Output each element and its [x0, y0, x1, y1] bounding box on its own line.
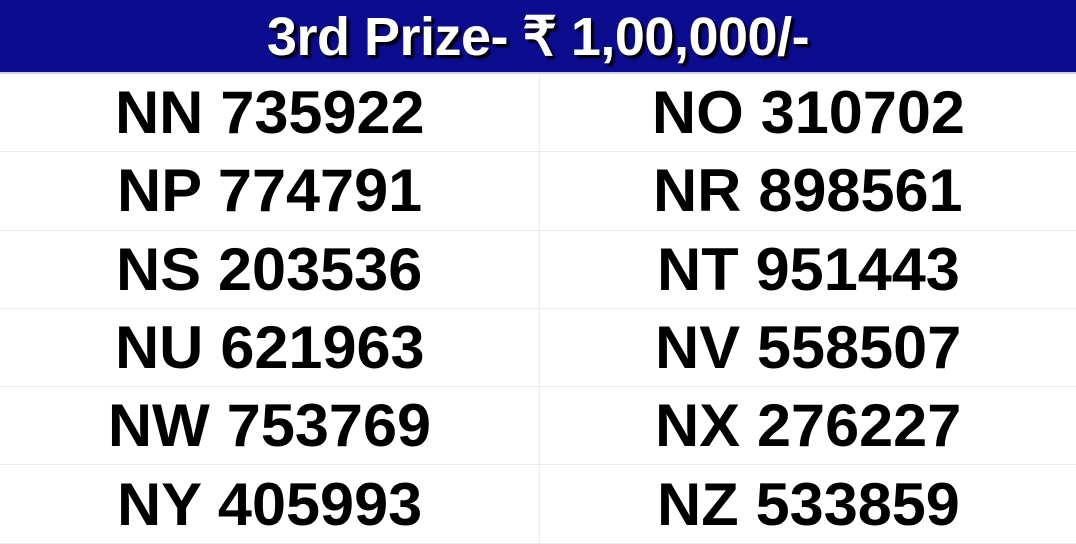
ticket-cell: NZ 533859	[540, 465, 1076, 544]
ticket-cell: NP 774791	[0, 152, 540, 231]
ticket-cell: NT 951443	[540, 231, 1076, 309]
ticket-number: NU 621963	[114, 314, 425, 382]
ticket-number: NP 774791	[116, 157, 423, 225]
ticket-grid: NN 735922 NO 310702 NP 774791 NR 898561 NS 2…	[0, 74, 1076, 544]
ticket-number: NS 203536	[116, 235, 423, 303]
ticket-cell: NO 310702	[540, 74, 1076, 153]
prize-title: 3rd Prize- ₹ 1,00,000/-	[266, 6, 810, 67]
ticket-number: NV 558507	[654, 314, 962, 382]
ticket-number: NR 898561	[653, 157, 963, 225]
ticket-number: NZ 533859	[656, 470, 960, 538]
ticket-cell: NS 203536	[0, 230, 540, 309]
ticket-cell: NW 753769	[0, 387, 540, 466]
ticket-number: NN 735922	[114, 79, 425, 147]
ticket-number: NW 753769	[107, 392, 432, 460]
ticket-cell: NY 405993	[0, 465, 540, 544]
ticket-number: NX 276227	[654, 392, 962, 460]
ticket-cell: NX 276227	[540, 387, 1076, 466]
ticket-number: NT 951443	[656, 235, 960, 303]
ticket-number: NO 310702	[651, 79, 965, 147]
ticket-cell: NR 898561	[540, 152, 1076, 231]
ticket-cell: NV 558507	[540, 309, 1076, 388]
ticket-cell: NN 735922	[0, 74, 540, 153]
ticket-cell: NU 621963	[0, 308, 540, 388]
prize-header: 3rd Prize- ₹ 1,00,000/-	[0, 0, 1076, 74]
ticket-number: NY 405993	[116, 470, 423, 538]
